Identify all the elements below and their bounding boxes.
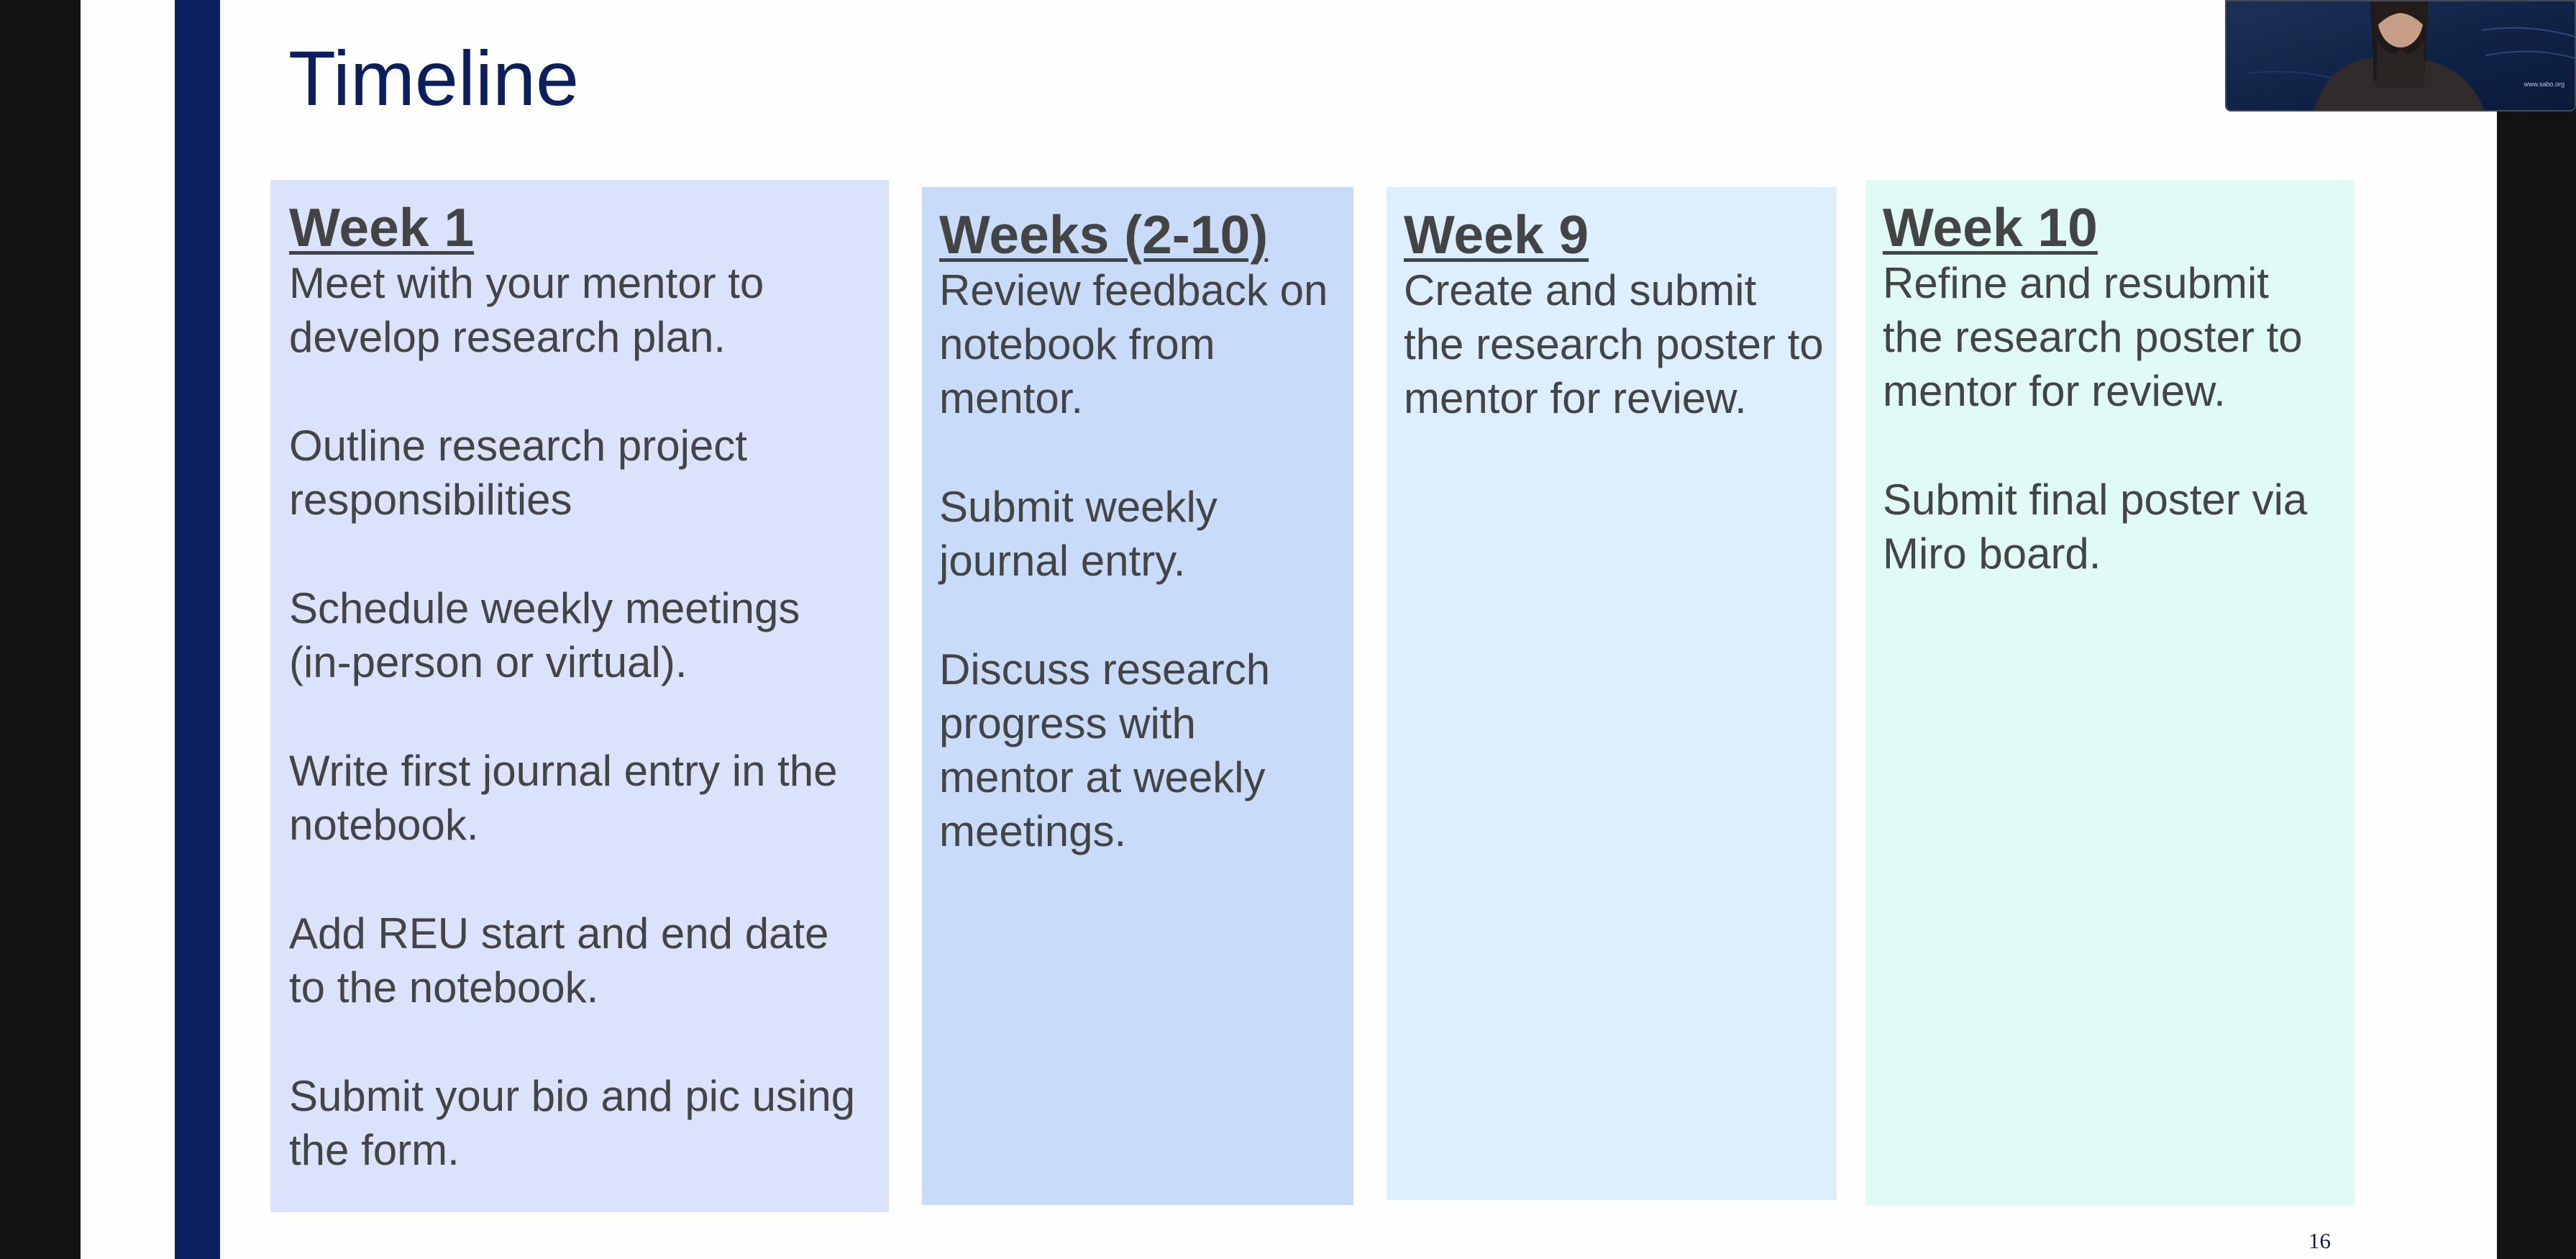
column-item: Write first journal entry in the noteboo… (289, 747, 838, 849)
presentation-slide: Timeline Week 1 Meet with your mentor to… (81, 0, 2497, 1259)
timeline-column-week-9: Week 9 Create and submit the research po… (1387, 187, 1837, 1200)
column-item: Schedule weekly meetings (in-person or v… (289, 584, 800, 686)
webcam-overlay-text: www.sabo.org (2524, 81, 2564, 88)
column-item: Refine and resubmit the research poster … (1883, 259, 2303, 415)
column-item: Submit your bio and pic using the form. (289, 1072, 856, 1174)
column-heading: Week 9 (1404, 204, 1589, 265)
column-heading: Week 1 (289, 197, 475, 258)
slide-accent-bar (175, 0, 220, 1259)
column-item: Discuss research progress with mentor at… (939, 645, 1271, 855)
column-item: Review feedback on notebook from mentor. (939, 266, 1328, 422)
webcam-thumbnail[interactable]: www.sabo.org (2225, 0, 2576, 112)
slide-number: 16 (2308, 1228, 2331, 1253)
column-item: Create and submit the research poster to… (1404, 266, 1824, 422)
webcam-video-feed (2226, 1, 2575, 110)
slide-title: Timeline (288, 35, 580, 122)
column-item: Submit final poster via Miro board. (1883, 476, 2308, 578)
column-item: Add REU start and end date to the notebo… (289, 909, 829, 1012)
column-item: Outline research project responsibilitie… (289, 422, 747, 524)
timeline-column-weeks-2-10: Weeks (2-10) Review feedback on notebook… (922, 187, 1353, 1205)
column-heading: Weeks (2-10) (939, 204, 1269, 265)
timeline-column-week-1: Week 1 Meet with your mentor to develop … (270, 180, 889, 1212)
column-item: Submit weekly journal entry. (939, 483, 1218, 585)
column-item: Meet with your mentor to develop researc… (289, 259, 764, 361)
column-heading: Week 10 (1883, 197, 2098, 258)
timeline-column-week-10: Week 10 Refine and resubmit the research… (1865, 180, 2355, 1205)
